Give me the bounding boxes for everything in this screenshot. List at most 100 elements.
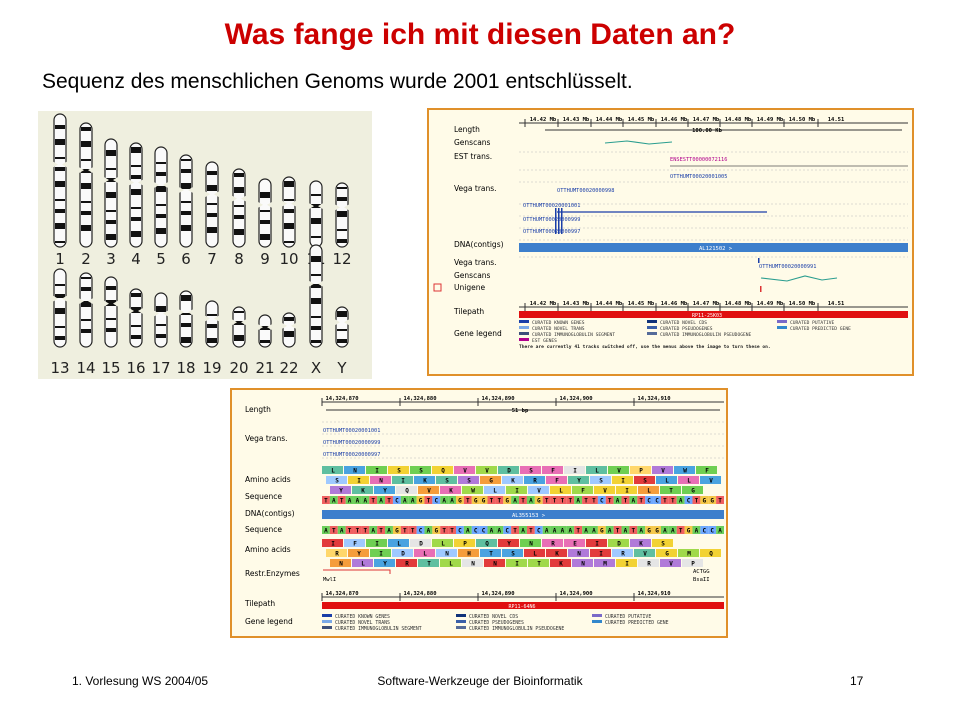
- base-label: T: [348, 528, 352, 535]
- restriction-enzyme-label: BsaII: [693, 577, 710, 583]
- amino-acid-cell: [572, 486, 593, 494]
- amino-acid-label: N: [577, 551, 581, 558]
- base-label: C: [505, 528, 509, 535]
- amino-acid-cell: [484, 559, 505, 567]
- amino-acid-label: F: [353, 541, 357, 548]
- sequence-base: [534, 526, 543, 534]
- amino-acid-cell: [674, 466, 695, 474]
- base-label: A: [718, 528, 722, 535]
- base-label: A: [348, 498, 352, 505]
- sequence-base: [582, 496, 590, 504]
- position-tick-label: 14,324,870: [325, 591, 358, 597]
- amino-acid-label: M: [603, 561, 607, 568]
- sequence-base: [519, 526, 527, 534]
- amino-acid-label: R: [647, 561, 651, 568]
- amino-acid-cell: [568, 476, 589, 484]
- amino-acid-cell: [498, 539, 519, 547]
- amino-acid-label: G: [691, 488, 695, 495]
- amino-acid-cell: [454, 466, 475, 474]
- position-tick-label: 14.43 Mb: [563, 117, 590, 123]
- amino-acid-cell: [352, 486, 373, 494]
- base-label: T: [332, 528, 336, 535]
- base-label: A: [616, 498, 620, 505]
- amino-acid-label: N: [493, 561, 497, 568]
- base-label: C: [482, 528, 486, 535]
- amino-acid-cell: [660, 559, 681, 567]
- position-tick-label: 14.50 Mb: [789, 301, 816, 307]
- contig-label: AL121502 >: [699, 246, 733, 252]
- base-label: T: [695, 498, 699, 505]
- position-tick-label: 14,324,870: [325, 396, 358, 402]
- sequence-base: [479, 526, 488, 534]
- amino-acid-label: L: [647, 488, 651, 495]
- amino-acid-cell: [410, 466, 431, 474]
- genome-browser-detail: Length Vega trans. Amino acids Sequence DNA(…: [230, 388, 728, 638]
- base-label: A: [379, 498, 383, 505]
- amino-acid-label: L: [331, 468, 335, 475]
- sequence-base: [566, 526, 575, 534]
- sequence-base: [369, 526, 378, 534]
- base-label: A: [568, 528, 572, 535]
- amino-acid-label: N: [339, 561, 343, 568]
- amino-acid-label: N: [529, 541, 533, 548]
- amino-acid-cell: [696, 466, 717, 474]
- amino-acid-cell: [700, 549, 721, 557]
- amino-acid-label: K: [511, 478, 515, 485]
- amino-acid-cell: [462, 486, 483, 494]
- chromosome-4: [129, 142, 143, 248]
- contig-label: AL355153 >: [512, 513, 546, 519]
- position-tick-label: 14.44 Mb: [596, 301, 623, 307]
- base-label: A: [387, 528, 391, 535]
- amino-acid-cell: [326, 549, 347, 557]
- amino-acid-label: P: [639, 468, 643, 475]
- chromosome-22: [282, 312, 296, 348]
- chromosome-13: [53, 268, 67, 348]
- sequence-base: [400, 496, 409, 504]
- sequence-base: [440, 526, 449, 534]
- amino-acid-label: Y: [507, 541, 511, 548]
- amino-acid-cell: [634, 476, 655, 484]
- sequence-base: [385, 496, 393, 504]
- amino-acid-cell: [432, 539, 453, 547]
- position-tick-label: 14,324,880: [403, 591, 436, 597]
- base-label: T: [364, 528, 368, 535]
- position-tick-label: 14,324,890: [481, 591, 514, 597]
- chromosome-label: 8: [234, 250, 244, 268]
- sequence-base: [534, 496, 543, 504]
- amino-acid-label: V: [661, 468, 665, 475]
- sequence-base: [385, 526, 393, 534]
- amino-acid-label: Q: [405, 488, 409, 495]
- base-label: C: [419, 528, 423, 535]
- base-label: T: [671, 498, 675, 505]
- amino-acid-cell: [322, 466, 343, 474]
- sequence-base: [708, 496, 717, 504]
- unigene-toggle-icon: [433, 283, 442, 292]
- chromosome-14: [79, 272, 93, 348]
- track-label: Sequence: [245, 525, 282, 534]
- base-label: A: [639, 528, 643, 535]
- amino-acid-label: I: [625, 488, 629, 495]
- sequence-base: [400, 526, 409, 534]
- base-label: C: [537, 528, 541, 535]
- amino-acid-cell: [396, 559, 417, 567]
- base-label: A: [324, 528, 328, 535]
- tracks-note: There are currently 41 tracks switched o…: [519, 344, 771, 350]
- sequence-base: [676, 526, 685, 534]
- slide-subtitle: Sequenz des menschlichen Genoms wurde 20…: [42, 70, 633, 93]
- amino-acid-label: Q: [441, 468, 445, 475]
- sequence-base: [448, 496, 456, 504]
- amino-acid-label: P: [691, 561, 695, 568]
- amino-acid-cell: [418, 559, 439, 567]
- base-label: G: [458, 498, 462, 505]
- base-label: G: [505, 498, 509, 505]
- base-label: T: [584, 498, 588, 505]
- base-label: A: [695, 528, 699, 535]
- sequence-base: [337, 496, 346, 504]
- amino-acid-cell: [348, 549, 369, 557]
- amino-acid-cell: [590, 476, 611, 484]
- tilepath-bar: [322, 602, 724, 609]
- amino-acid-label: L: [687, 478, 691, 485]
- amino-acid-label: S: [643, 478, 647, 485]
- amino-acid-label: I: [515, 561, 519, 568]
- track-label: Gene legend: [245, 617, 293, 626]
